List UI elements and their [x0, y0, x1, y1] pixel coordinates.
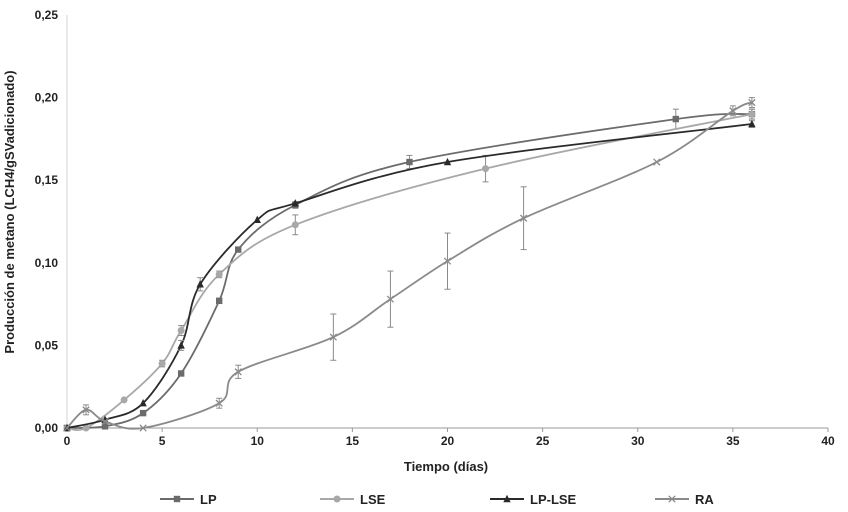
data-point: [443, 157, 452, 166]
data-point: [406, 158, 413, 166]
x-tick-label: 0: [64, 434, 71, 448]
data-point: [748, 98, 756, 107]
legend-item-lp: LP: [160, 492, 217, 507]
data-point: [386, 295, 395, 303]
data-point: [101, 417, 109, 426]
y-tick-label: 0,00: [35, 421, 59, 435]
x-tick-label: 40: [821, 434, 835, 448]
data-point: [291, 199, 299, 207]
x-tick-label: 10: [251, 434, 265, 448]
data-point: [139, 399, 147, 407]
data-point: [215, 399, 223, 407]
legend-label: RA: [695, 492, 714, 507]
data-point: [235, 246, 242, 253]
x-tick-label: 15: [346, 434, 360, 448]
data-point: [653, 158, 661, 166]
data-point: [482, 165, 490, 173]
series-lp: [63, 108, 756, 432]
y-tick-label: 0,10: [35, 256, 59, 270]
data-point: [729, 107, 737, 115]
series-ra: [63, 97, 756, 432]
legend-label: LSE: [360, 492, 386, 507]
data-point: [139, 424, 147, 432]
series-layer: [63, 97, 756, 432]
data-point: [216, 297, 223, 304]
series-line-lse: [66, 113, 753, 431]
legend-marker: [333, 495, 341, 503]
y-axis-ticks: 0,00 0,05 0,10 0,15 0,20 0,25: [35, 8, 59, 435]
data-point: [329, 333, 338, 341]
data-point: [82, 424, 90, 432]
legend: LP LSE LP-LSE RA: [160, 492, 714, 507]
y-axis-title: Producción de metano (LCH4/gSVadicionado…: [2, 70, 17, 353]
series-line-ra: [66, 101, 753, 430]
data-point: [253, 215, 261, 224]
data-point: [82, 406, 90, 414]
legend-marker: [503, 494, 511, 503]
x-axis-ticks: 0 5 10 15 20 25 30 35 40: [64, 428, 835, 448]
legend-item-lse: LSE: [320, 492, 386, 507]
y-tick-label: 0,25: [35, 8, 59, 22]
x-tick-label: 5: [159, 434, 166, 448]
data-point: [672, 115, 679, 123]
data-point: [177, 327, 185, 335]
data-point: [519, 214, 528, 222]
data-point: [443, 257, 452, 265]
data-point: [291, 221, 299, 229]
x-tick-label: 30: [631, 434, 645, 448]
data-point: [215, 270, 223, 278]
y-tick-label: 0,20: [35, 91, 59, 105]
legend-item-ra: RA: [655, 492, 714, 507]
data-point: [196, 280, 204, 288]
data-point: [139, 409, 147, 417]
data-point: [120, 396, 128, 404]
series-line-lp-lse: [66, 123, 753, 429]
axes: [66, 15, 828, 429]
legend-label: LP-LSE: [530, 492, 577, 507]
series-lse: [63, 108, 756, 432]
data-point: [748, 110, 756, 118]
data-point: [101, 423, 109, 430]
x-axis-title: Tiempo (días): [404, 459, 488, 474]
x-tick-label: 20: [441, 434, 455, 448]
data-point: [177, 341, 185, 349]
legend-label: LP: [200, 492, 217, 507]
data-point: [748, 119, 756, 128]
legend-marker: [173, 495, 181, 503]
data-point: [177, 370, 185, 377]
data-point: [234, 368, 242, 376]
data-point: [63, 424, 71, 432]
y-tick-label: 0,15: [35, 173, 59, 187]
y-tick-label: 0,05: [35, 338, 59, 352]
data-point: [158, 360, 166, 368]
legend-item-lp-lse: LP-LSE: [490, 492, 577, 507]
x-tick-label: 25: [536, 434, 550, 448]
x-tick-label: 35: [726, 434, 740, 448]
legend-marker: [668, 495, 676, 503]
